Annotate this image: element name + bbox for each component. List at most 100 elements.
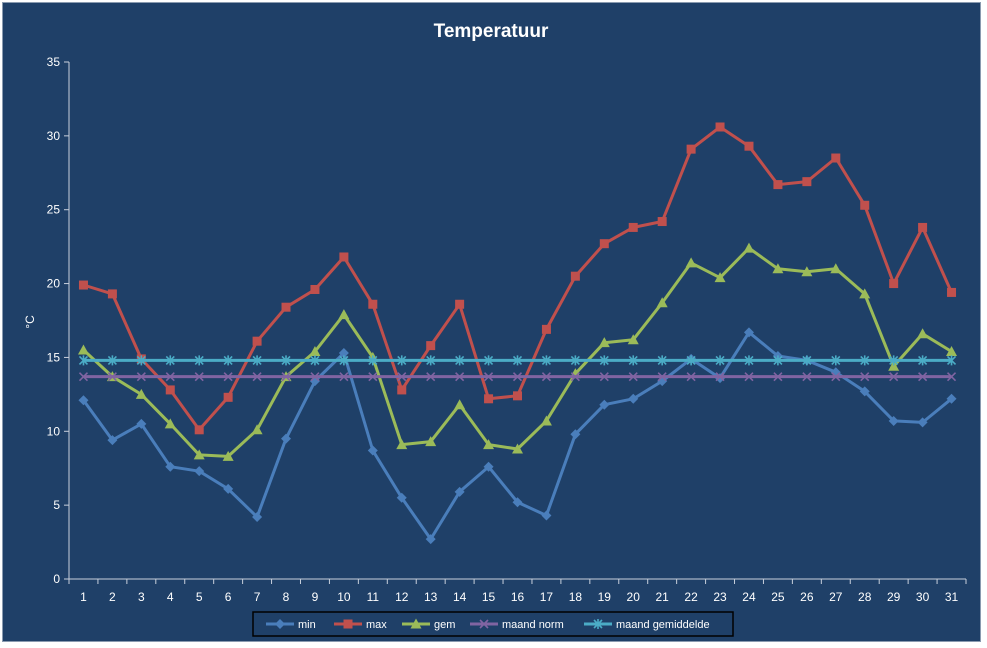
data-point bbox=[426, 341, 436, 351]
data-point bbox=[598, 337, 610, 348]
legend-label: max bbox=[366, 619, 387, 631]
data-point bbox=[164, 418, 176, 429]
data-point bbox=[946, 393, 957, 404]
data-point bbox=[78, 372, 89, 382]
data-point bbox=[339, 252, 349, 262]
data-point bbox=[281, 433, 292, 444]
data-point bbox=[860, 355, 870, 366]
data-point bbox=[715, 372, 725, 382]
data-point bbox=[513, 391, 522, 401]
data-point bbox=[223, 372, 233, 382]
x-tick-label: 20 bbox=[627, 590, 641, 604]
data-point bbox=[918, 355, 928, 366]
x-tick-label: 2 bbox=[109, 590, 116, 604]
data-point bbox=[194, 355, 204, 366]
data-point bbox=[599, 355, 609, 366]
data-point bbox=[165, 372, 175, 382]
data-point bbox=[136, 418, 147, 429]
data-point bbox=[368, 299, 378, 309]
data-point bbox=[484, 394, 494, 404]
x-tick-label: 23 bbox=[713, 590, 727, 604]
data-point bbox=[541, 510, 552, 521]
data-point bbox=[541, 372, 552, 382]
y-axis-title: °C bbox=[23, 315, 37, 329]
chart-title: Temperatuur bbox=[434, 21, 549, 42]
data-point bbox=[831, 355, 841, 366]
x-tick-label: 12 bbox=[395, 590, 409, 604]
data-point bbox=[396, 492, 407, 503]
data-point bbox=[426, 372, 436, 382]
data-point bbox=[223, 355, 233, 366]
legend-item: maand norm bbox=[470, 619, 564, 631]
data-point bbox=[135, 388, 147, 399]
data-point bbox=[743, 327, 754, 338]
data-point bbox=[889, 279, 899, 289]
data-point bbox=[802, 372, 812, 382]
data-point bbox=[251, 424, 263, 435]
legend-item: max bbox=[334, 619, 387, 631]
data-point bbox=[831, 372, 841, 382]
data-point bbox=[512, 443, 523, 454]
y-tick-label: 10 bbox=[47, 424, 61, 438]
x-tick-label: 29 bbox=[887, 590, 901, 604]
data-point bbox=[222, 450, 234, 461]
data-point bbox=[193, 449, 205, 460]
data-point bbox=[77, 344, 89, 355]
data-point bbox=[947, 287, 957, 297]
data-point bbox=[570, 271, 580, 281]
data-point bbox=[310, 372, 320, 382]
y-tick-label: 15 bbox=[47, 350, 61, 364]
x-tick-label: 15 bbox=[482, 590, 496, 604]
data-point bbox=[599, 399, 610, 410]
data-point bbox=[107, 435, 118, 446]
legend-label: min bbox=[298, 619, 316, 631]
x-tick-label: 4 bbox=[167, 590, 174, 604]
data-point bbox=[918, 222, 928, 232]
data-point bbox=[310, 284, 320, 294]
data-point bbox=[165, 461, 176, 472]
data-point bbox=[859, 386, 870, 397]
data-point bbox=[628, 222, 638, 232]
data-point bbox=[744, 372, 754, 382]
data-point bbox=[223, 483, 234, 494]
data-point bbox=[107, 372, 117, 382]
data-point bbox=[281, 372, 291, 382]
x-tick-label: 19 bbox=[598, 590, 612, 604]
x-tick-label: 10 bbox=[337, 590, 351, 604]
data-point bbox=[338, 347, 349, 358]
data-point bbox=[888, 415, 899, 426]
data-point bbox=[454, 399, 466, 410]
x-tick-label: 16 bbox=[511, 590, 525, 604]
data-point bbox=[743, 242, 755, 253]
data-point bbox=[483, 372, 494, 382]
series-maand-norm bbox=[78, 372, 957, 382]
x-tick-label: 24 bbox=[742, 590, 756, 604]
data-point bbox=[339, 372, 349, 382]
legend-marker bbox=[593, 619, 603, 629]
data-point bbox=[830, 263, 842, 274]
data-point bbox=[397, 355, 407, 366]
data-point bbox=[338, 309, 350, 320]
data-point bbox=[367, 445, 378, 456]
x-tick-label: 11 bbox=[367, 590, 380, 604]
data-point bbox=[455, 355, 465, 366]
series-line bbox=[82, 246, 953, 458]
x-tick-label: 17 bbox=[540, 590, 554, 604]
data-point bbox=[801, 266, 813, 277]
x-tick-label: 18 bbox=[569, 590, 583, 604]
data-point bbox=[744, 355, 754, 366]
x-tick-label: 3 bbox=[138, 590, 145, 604]
data-point bbox=[194, 466, 205, 477]
data-point bbox=[194, 372, 204, 382]
data-point bbox=[309, 346, 321, 357]
x-tick-label: 25 bbox=[771, 590, 785, 604]
data-point bbox=[281, 302, 291, 312]
legend: min max gem maand norm maand gemiddelde bbox=[252, 611, 734, 637]
series-maand-gemiddelde bbox=[78, 355, 957, 366]
data-point bbox=[310, 355, 320, 366]
data-point bbox=[657, 355, 667, 366]
data-point bbox=[657, 217, 667, 227]
data-point bbox=[686, 355, 696, 366]
x-tick-label: 13 bbox=[424, 590, 438, 604]
data-point bbox=[425, 534, 436, 545]
